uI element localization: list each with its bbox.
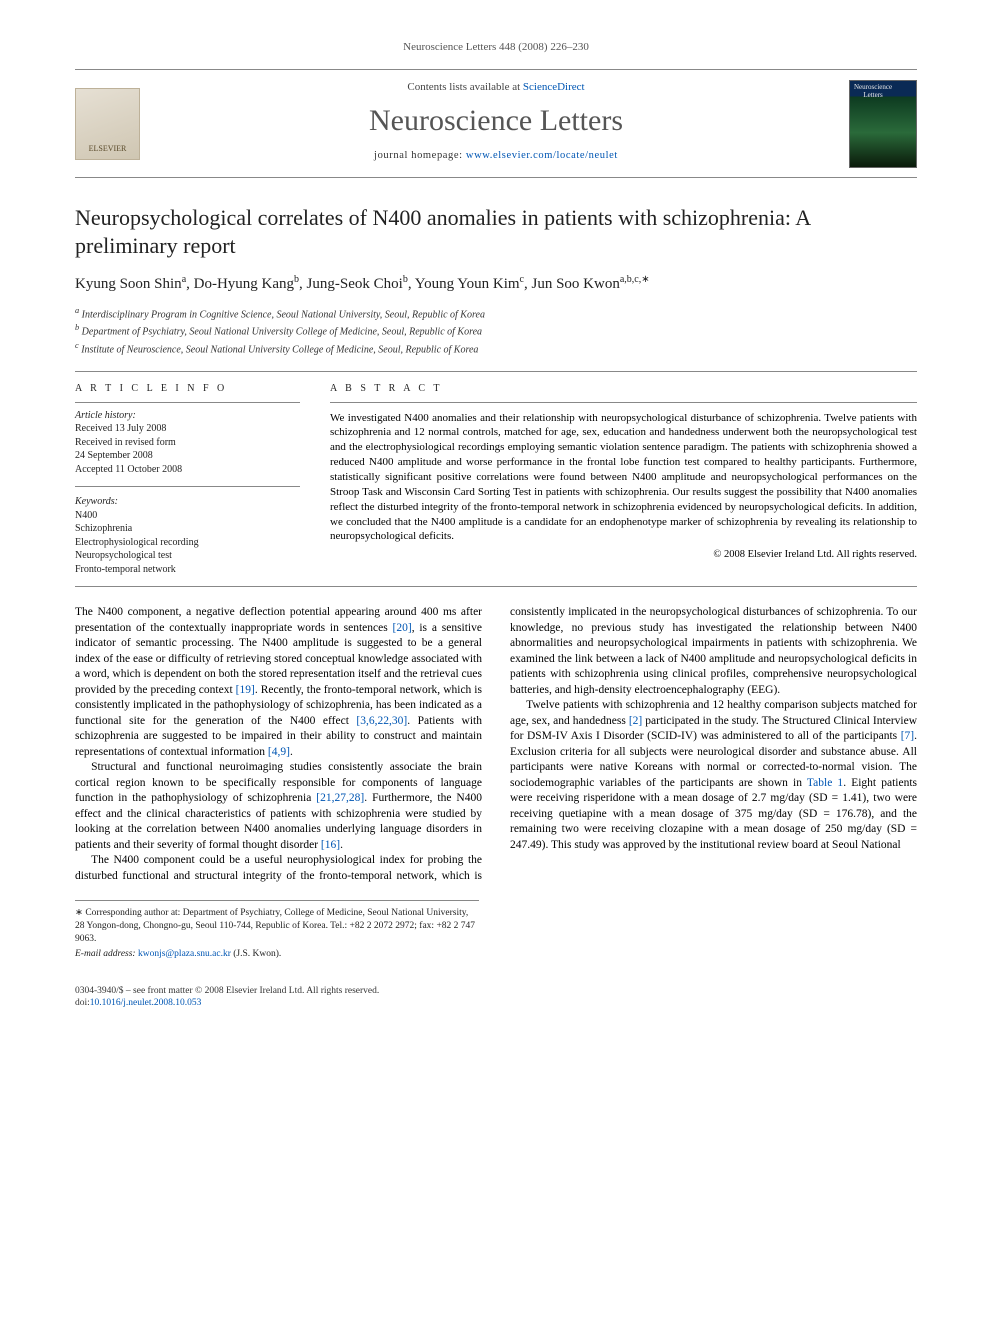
masthead: ELSEVIER Contents lists available at Sci… [75, 69, 917, 179]
journal-homepage-line: journal homepage: www.elsevier.com/locat… [75, 149, 917, 163]
authors-line: Kyung Soon Shina, Do-Hyung Kangb, Jung-S… [75, 273, 917, 294]
info-abstract-row: A R T I C L E I N F O Article history: R… [75, 382, 917, 576]
citation-link[interactable]: [20] [393, 622, 412, 634]
affiliations: a Interdisciplinary Program in Cognitive… [75, 305, 917, 357]
history-received: Received 13 July 2008 [75, 422, 300, 436]
keyword: Electrophysiological recording [75, 536, 300, 550]
issn-copyright-line: 0304-3940/$ – see front matter © 2008 El… [75, 985, 917, 998]
running-head: Neuroscience Letters 448 (2008) 226–230 [75, 40, 917, 55]
footnotes: ∗ Corresponding author at: Department of… [75, 900, 479, 960]
affiliation-c-text: Institute of Neuroscience, Seoul Nationa… [81, 345, 478, 356]
keyword: Neuropsychological test [75, 549, 300, 563]
article-title: Neuropsychological correlates of N400 an… [75, 204, 917, 259]
horizontal-rule [330, 402, 917, 403]
body-paragraph: Structural and functional neuroimaging s… [75, 760, 482, 853]
citation-link[interactable]: [2] [629, 715, 642, 727]
body-paragraph: Twelve patients with schizophrenia and 1… [510, 698, 917, 853]
sciencedirect-link[interactable]: ScienceDirect [523, 81, 585, 93]
abstract-copyright: © 2008 Elsevier Ireland Ltd. All rights … [330, 548, 917, 562]
horizontal-rule [75, 402, 300, 403]
citation-link[interactable]: [4,9] [268, 746, 290, 758]
article-info-heading: A R T I C L E I N F O [75, 382, 300, 396]
horizontal-rule [75, 371, 917, 372]
homepage-prefix: journal homepage: [374, 150, 466, 161]
journal-name: Neuroscience Letters [75, 101, 917, 142]
citation-link[interactable]: [19] [236, 684, 255, 696]
horizontal-rule [75, 486, 300, 487]
doi-prefix: doi: [75, 998, 90, 1008]
article-history-label: Article history: [75, 409, 300, 423]
endmatter: 0304-3940/$ – see front matter © 2008 El… [75, 985, 917, 1011]
doi-line: doi:10.1016/j.neulet.2008.10.053 [75, 997, 917, 1010]
publisher-logo: ELSEVIER [75, 88, 140, 160]
affiliation-c: c Institute of Neuroscience, Seoul Natio… [75, 340, 917, 357]
contents-prefix: Contents lists available at [407, 81, 522, 93]
page: Neuroscience Letters 448 (2008) 226–230 … [0, 0, 992, 1050]
keywords-label: Keywords: [75, 495, 300, 509]
keyword: Schizophrenia [75, 522, 300, 536]
abstract-text: We investigated N400 anomalies and their… [330, 411, 917, 545]
email-label: E-mail address: [75, 949, 138, 959]
email-author-suffix: (J.S. Kwon). [231, 949, 281, 959]
citation-link[interactable]: [3,6,22,30] [356, 715, 407, 727]
corresponding-author-footnote: ∗ Corresponding author at: Department of… [75, 907, 479, 945]
history-revised-line2: 24 September 2008 [75, 449, 300, 463]
contents-available-line: Contents lists available at ScienceDirec… [75, 80, 917, 95]
abstract-column: A B S T R A C T We investigated N400 ano… [330, 382, 917, 576]
email-footnote: E-mail address: kwonjs@plaza.snu.ac.kr (… [75, 948, 479, 961]
horizontal-rule [75, 586, 917, 587]
citation-link[interactable]: [21,27,28] [316, 792, 364, 804]
citation-link[interactable]: [16] [321, 839, 340, 851]
history-revised-line1: Received in revised form [75, 436, 300, 450]
keyword: Fronto-temporal network [75, 563, 300, 577]
body-text: The N400 component, a negative deflectio… [75, 605, 917, 884]
affiliation-a: a Interdisciplinary Program in Cognitive… [75, 305, 917, 322]
citation-link[interactable]: Table 1 [807, 777, 843, 789]
affiliation-b: b Department of Psychiatry, Seoul Nation… [75, 322, 917, 339]
affiliation-b-text: Department of Psychiatry, Seoul National… [82, 327, 482, 338]
corresponding-email-link[interactable]: kwonjs@plaza.snu.ac.kr [138, 949, 231, 959]
keyword: N400 [75, 509, 300, 523]
affiliation-a-text: Interdisciplinary Program in Cognitive S… [82, 309, 485, 320]
journal-cover-thumbnail [849, 80, 917, 168]
history-accepted: Accepted 11 October 2008 [75, 463, 300, 477]
article-info-column: A R T I C L E I N F O Article history: R… [75, 382, 300, 576]
citation-link[interactable]: [7] [901, 730, 914, 742]
abstract-heading: A B S T R A C T [330, 382, 917, 396]
journal-homepage-link[interactable]: www.elsevier.com/locate/neulet [466, 150, 618, 161]
doi-link[interactable]: 10.1016/j.neulet.2008.10.053 [90, 998, 202, 1008]
body-paragraph: The N400 component, a negative deflectio… [75, 605, 482, 760]
